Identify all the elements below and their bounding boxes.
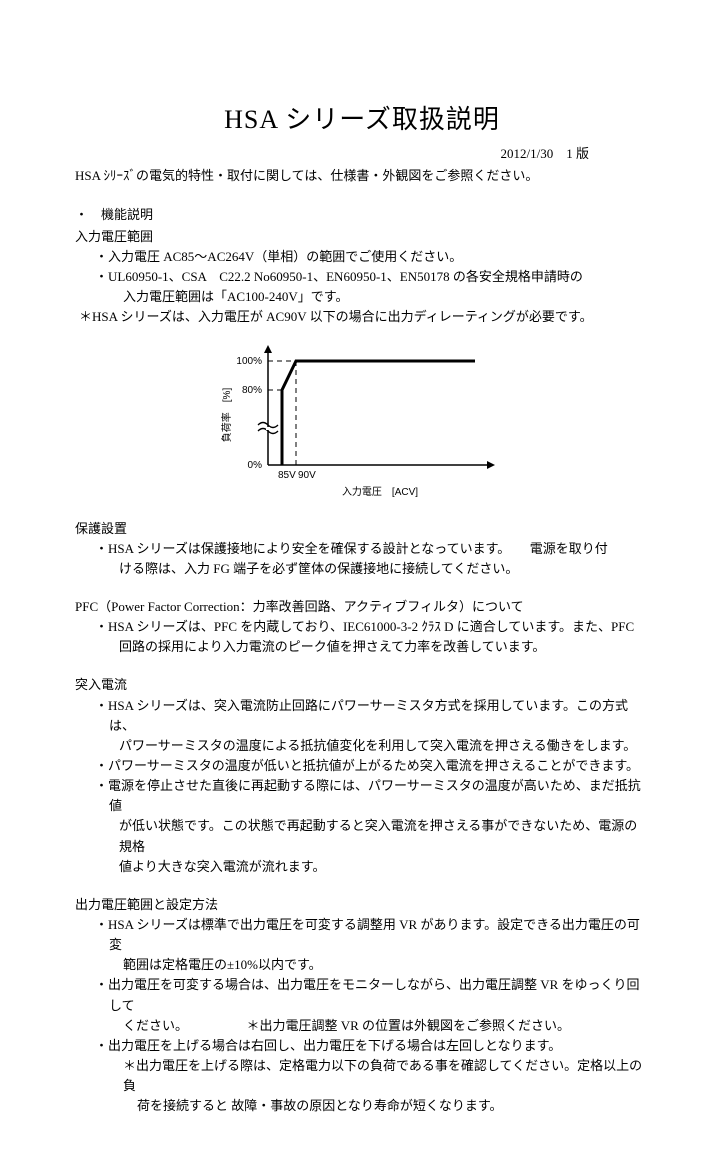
bullet-text: ・出力電圧を上げる場合は右回し、出力電圧を下げる場合は左回しとなります。	[75, 1036, 649, 1056]
bullet-text: ・HSA シリーズは標準で出力電圧を可変する調整用 VR があります。設定できる…	[75, 915, 649, 955]
bullet-text: ・HSA シリーズは、突入電流防止回路にパワーサーミスタ方式を採用しています。こ…	[75, 696, 649, 736]
bullet-continuation: が低い状態です。この状態で再起動すると突入電流を押さえる事ができないため、電源の…	[75, 816, 649, 856]
bullet-continuation: パワーサーミスタの温度による抵抗値変化を利用して突入電流を押さえる働きをします。	[75, 736, 649, 756]
bullet-continuation: 値より大きな突入電流が流れます。	[75, 857, 649, 877]
section-func: ・ 機能説明	[75, 205, 649, 225]
svg-text:80%: 80%	[242, 385, 262, 396]
section-pfc: PFC（Power Factor Correction：力率改善回路、アクティブ…	[75, 597, 649, 617]
bullet-continuation: 範囲は定格電圧の±10%以内です。	[75, 955, 649, 975]
section-input-voltage: 入力電圧範囲	[75, 227, 649, 247]
svg-text:90V: 90V	[298, 470, 316, 481]
svg-text:100%: 100%	[236, 356, 262, 367]
bullet-continuation: 荷を接続すると 故障・事故の原因となり寿命が短くなります。	[75, 1096, 649, 1116]
intro-text: HSA ｼﾘｰｽﾞの電気的特性・取付に関しては、仕様書・外観図をご参照ください。	[75, 166, 649, 186]
note-text: ＊出力電圧を上げる際は、定格電力以下の負荷である事を確認してください。定格以上の…	[75, 1056, 649, 1096]
chart-svg: 0% 80% 100% 85V90V 負荷率 [%] 入力電圧 [ACV]	[220, 335, 510, 510]
date-version: 2012/1/30 1 版	[75, 144, 649, 164]
bullet-text: ・出力電圧を可変する場合は、出力電圧をモニターしながら、出力電圧調整 VR をゆ…	[75, 975, 649, 1015]
bullet-text: ・入力電圧 AC85〜AC264V（単相）の範囲でご使用ください。	[75, 247, 649, 267]
bullet-continuation: ください。 ＊出力電圧調整 VR の位置は外観図をご参照ください。	[75, 1016, 649, 1036]
section-inrush: 突入電流	[75, 675, 649, 695]
page-title: HSA シリーズ取扱説明	[75, 100, 649, 140]
bullet-text: ・電源を停止させた直後に再起動する際には、パワーサーミスタの温度が高いため、まだ…	[75, 776, 649, 816]
derating-chart: 0% 80% 100% 85V90V 負荷率 [%] 入力電圧 [ACV]	[220, 335, 510, 516]
document-page: HSA シリーズ取扱説明 2012/1/30 1 版 HSA ｼﾘｰｽﾞの電気的…	[0, 0, 724, 1156]
bullet-text: ・UL60950-1、CSA C22.2 No60950-1、EN60950-1…	[75, 267, 649, 287]
section-protection: 保護設置	[75, 519, 649, 539]
section-output-voltage: 出力電圧範囲と設定方法	[75, 895, 649, 915]
bullet-continuation: ける際は、入力 FG 端子を必ず筐体の保護接地に接続してください。	[75, 559, 649, 579]
svg-text:85V: 85V	[278, 470, 296, 481]
bullet-text: ・HSA シリーズは、PFC を内蔵しており、IEC61000-3-2 ｸﾗｽ …	[75, 617, 649, 637]
svg-text:入力電圧 [ACV]: 入力電圧 [ACV]	[342, 485, 418, 498]
svg-text:負荷率 [%]: 負荷率 [%]	[220, 388, 233, 443]
svg-text:0%: 0%	[248, 460, 263, 471]
bullet-text: ・HSA シリーズは保護接地により安全を確保する設計となっています。 電源を取り…	[75, 539, 649, 559]
note-text: ＊HSA シリーズは、入力電圧が AC90V 以下の場合に出力ディレーティングが…	[75, 307, 649, 327]
bullet-text: ・パワーサーミスタの温度が低いと抵抗値が上がるため突入電流を押さえることができま…	[75, 756, 649, 776]
bullet-continuation: 回路の採用により入力電流のピーク値を押さえて力率を改善しています。	[75, 637, 649, 657]
bullet-continuation: 入力電圧範囲は「AC100-240V」です。	[75, 287, 649, 307]
